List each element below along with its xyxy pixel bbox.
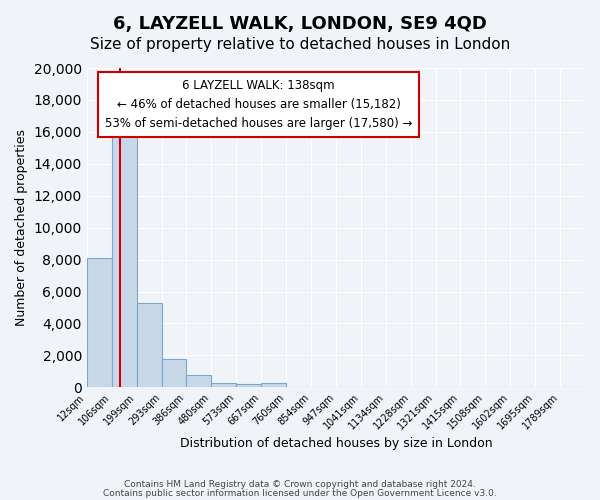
Bar xyxy=(187,376,211,388)
Text: Contains HM Land Registry data © Crown copyright and database right 2024.: Contains HM Land Registry data © Crown c… xyxy=(124,480,476,489)
Bar xyxy=(261,384,286,388)
Y-axis label: Number of detached properties: Number of detached properties xyxy=(15,129,28,326)
Bar xyxy=(112,122,137,388)
Text: Contains public sector information licensed under the Open Government Licence v3: Contains public sector information licen… xyxy=(103,488,497,498)
Bar xyxy=(161,360,187,388)
Bar xyxy=(87,258,112,388)
Bar xyxy=(236,384,261,388)
Bar xyxy=(211,383,236,388)
Text: 6 LAYZELL WALK: 138sqm
← 46% of detached houses are smaller (15,182)
53% of semi: 6 LAYZELL WALK: 138sqm ← 46% of detached… xyxy=(105,79,412,130)
X-axis label: Distribution of detached houses by size in London: Distribution of detached houses by size … xyxy=(179,437,492,450)
Text: 6, LAYZELL WALK, LONDON, SE9 4QD: 6, LAYZELL WALK, LONDON, SE9 4QD xyxy=(113,15,487,33)
Text: Size of property relative to detached houses in London: Size of property relative to detached ho… xyxy=(90,38,510,52)
Bar xyxy=(137,302,161,388)
